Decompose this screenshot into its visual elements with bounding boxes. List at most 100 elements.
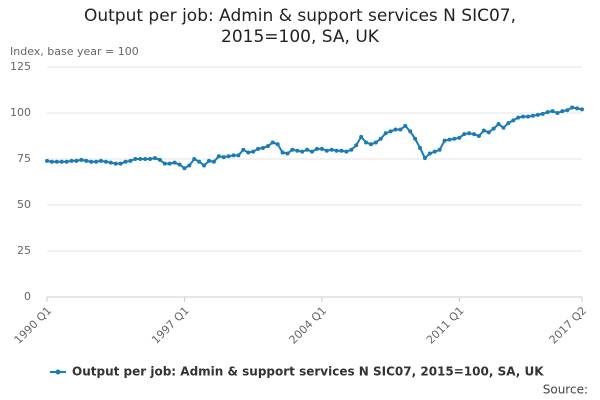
data-point (305, 147, 310, 152)
data-point (123, 159, 128, 164)
data-point (89, 159, 94, 164)
data-point (285, 151, 290, 156)
y-tick-label: 100 (10, 106, 31, 119)
data-point (226, 154, 231, 159)
data-point (59, 159, 64, 164)
data-point (211, 159, 216, 164)
data-point (526, 114, 531, 119)
data-point (565, 108, 570, 113)
data-point (45, 158, 49, 163)
data-point (398, 127, 403, 132)
data-point (94, 159, 99, 164)
data-point (373, 140, 378, 145)
x-tick-label: 2004 Q1 (287, 304, 330, 347)
data-point (192, 157, 197, 161)
data-point (467, 131, 472, 136)
data-point (133, 157, 138, 161)
data-point (157, 157, 162, 162)
data-point (182, 166, 187, 171)
data-point (260, 145, 265, 150)
data-point (359, 134, 364, 139)
data-point (221, 155, 226, 160)
data-point (241, 147, 246, 152)
data-point (354, 143, 359, 148)
data-point (98, 158, 103, 163)
data-point (216, 154, 221, 159)
data-point (329, 147, 334, 152)
data-point (481, 128, 486, 133)
data-point (545, 110, 550, 115)
data-point (270, 140, 275, 145)
data-point (383, 131, 388, 136)
data-point (403, 123, 408, 128)
data-point (310, 149, 315, 154)
data-point (344, 149, 349, 154)
data-point (511, 118, 516, 123)
data-point (314, 146, 319, 151)
data-point (54, 159, 59, 164)
data-point (555, 111, 560, 115)
data-point (113, 161, 118, 166)
data-point (476, 134, 481, 138)
data-point (535, 112, 540, 117)
data-point (236, 153, 241, 158)
data-point (540, 111, 545, 116)
data-point (550, 109, 555, 114)
data-point (368, 142, 373, 147)
data-point (516, 115, 521, 120)
data-point (413, 136, 418, 141)
y-tick-label: 125 (10, 60, 31, 73)
data-point (388, 129, 393, 134)
data-point (69, 158, 74, 163)
data-point (457, 135, 462, 140)
data-point (138, 157, 143, 161)
data-point (472, 132, 477, 137)
data-point (408, 129, 413, 134)
data-point (393, 127, 398, 132)
data-point (108, 160, 113, 165)
data-point (447, 137, 452, 142)
data-point (265, 144, 270, 149)
data-point (295, 148, 300, 153)
data-point (251, 149, 256, 154)
y-tick-label: 75 (17, 152, 31, 165)
data-point (74, 158, 79, 163)
data-point (437, 147, 442, 152)
data-point (364, 140, 369, 145)
data-point (324, 148, 329, 153)
y-tick-label: 25 (17, 244, 31, 257)
data-point (418, 145, 423, 150)
data-point (334, 148, 339, 153)
data-point (501, 125, 506, 130)
data-point (521, 114, 526, 119)
data-point (103, 159, 108, 164)
data-point (148, 157, 153, 161)
data-point (432, 149, 437, 154)
data-point (197, 159, 202, 164)
data-point (280, 150, 285, 155)
data-point (580, 107, 584, 112)
data-point (64, 159, 69, 164)
x-tick-label: 1997 Q1 (149, 304, 192, 347)
data-point (570, 105, 575, 110)
data-point (152, 156, 157, 161)
data-point (290, 147, 295, 152)
data-point (177, 162, 182, 167)
data-point (275, 142, 280, 147)
data-point (187, 163, 192, 168)
x-tick-label: 2011 Q1 (424, 304, 467, 347)
chart-title: Output per job: Admin & support services… (83, 6, 517, 47)
data-point (128, 158, 133, 163)
data-point (486, 130, 491, 135)
data-point (84, 158, 89, 163)
legend-marker (55, 369, 61, 375)
data-point (530, 113, 535, 118)
data-point (167, 161, 172, 166)
data-point (462, 132, 467, 137)
data-point (575, 106, 580, 111)
data-point (206, 158, 211, 163)
data-point (339, 148, 344, 153)
source: Source: (543, 383, 588, 397)
